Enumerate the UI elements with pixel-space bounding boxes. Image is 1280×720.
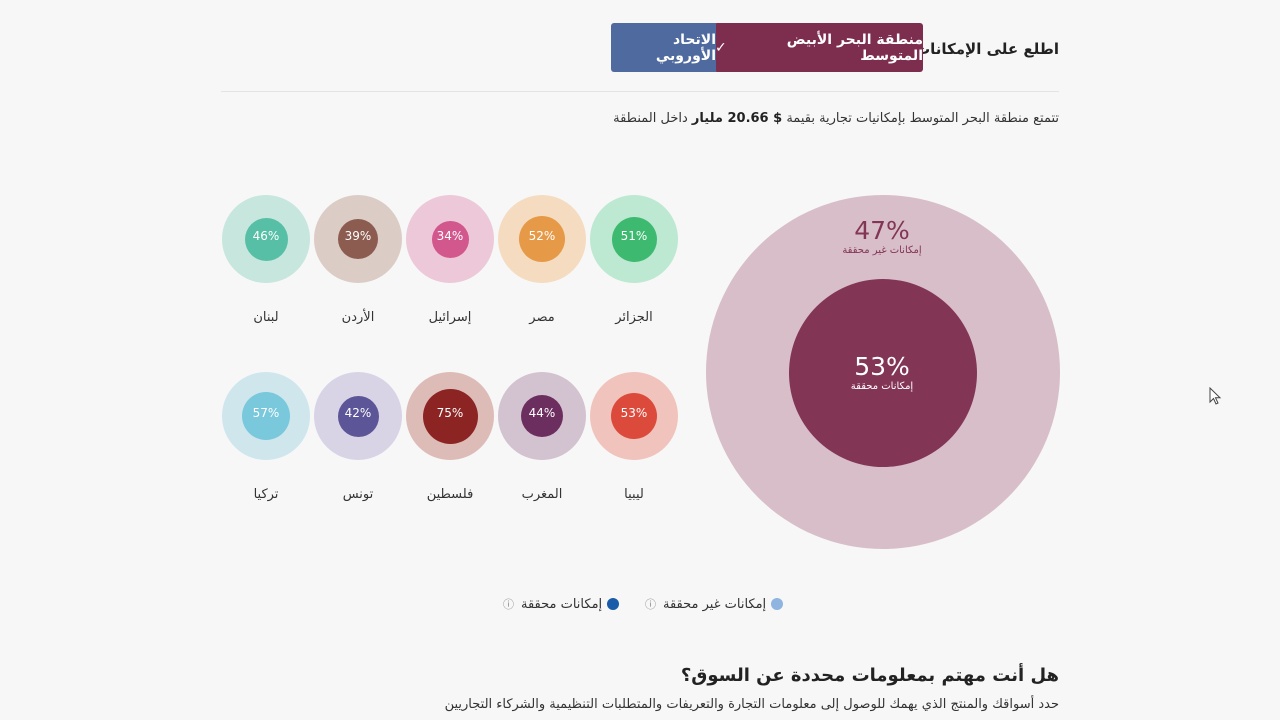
summary-value: $ 20.66 مليار [691, 111, 783, 126]
legend-dot-realized [607, 598, 620, 610]
country-item-turkey[interactable]: 57% تركيا [220, 372, 312, 512]
country-name: مصر [529, 310, 555, 325]
country-percent: 52% [528, 229, 556, 243]
legend-item-realized[interactable]: إمكانات محققة ⓘ [503, 595, 623, 613]
country-name: لبنان [253, 310, 279, 325]
country-inner-circle [242, 392, 290, 440]
country-inner-circle [519, 216, 565, 262]
country-name: فلسطين [426, 487, 474, 502]
unrealized-label: إمكانات غير محققة [842, 245, 922, 256]
country-item-algeria[interactable]: 51% الجزائر [588, 195, 680, 335]
country-inner-circle [431, 220, 469, 258]
country-inner-circle [337, 395, 379, 437]
country-item-palestine[interactable]: 75% فلسطين [404, 372, 496, 512]
country-name: ليبيا [624, 487, 644, 502]
country-item-lebanon[interactable]: 46% لبنان [220, 195, 312, 335]
country-inner-circle [338, 219, 378, 259]
realized-label: إمكانات محققة [850, 381, 914, 392]
country-percent: 75% [436, 406, 464, 420]
country-inner-circle [611, 393, 657, 439]
mouse-cursor-icon [1209, 387, 1222, 405]
mediterranean-region-button[interactable]: منطقة البحر الأبيض المتوسط ✓ [715, 23, 923, 72]
country-name: تركيا [253, 487, 279, 502]
country-percent: 53% [620, 406, 648, 420]
country-percent: 51% [620, 229, 648, 243]
country-item-morocco[interactable]: 44% المغرب [496, 372, 588, 512]
mediterranean-button-label: منطقة البحر الأبيض المتوسط [786, 31, 923, 64]
country-item-tunisia[interactable]: 42% تونس [312, 372, 404, 512]
country-inner-circle [521, 395, 563, 437]
market-info-heading: هل أنت مهتم بمعلومات محددة عن السوق؟ [680, 665, 1059, 686]
eu-button-label: الاتحاد الأوروبي [655, 31, 716, 64]
country-name: المغرب [521, 487, 563, 502]
legend-label-unrealized: إمكانات غير محققة [663, 596, 767, 612]
country-item-egypt[interactable]: 52% مصر [496, 195, 588, 335]
country-item-jordan[interactable]: 39% الأردن [312, 195, 404, 335]
country-inner-circle [611, 216, 657, 262]
potential-summary: تتمتع منطقة البحر المتوسط بإمكانيات تجار… [0, 111, 1059, 126]
country-percent: 44% [528, 406, 556, 420]
summary-suffix: داخل المنطقة [613, 111, 688, 126]
unrealized-percent: 47% [854, 216, 910, 245]
country-percent: 46% [252, 229, 280, 243]
country-percent: 42% [344, 406, 372, 420]
country-inner-circle [244, 217, 288, 261]
legend-item-unrealized[interactable]: إمكانات غير محققة ⓘ [645, 595, 790, 613]
legend-dot-unrealized [771, 598, 784, 610]
country-percent: 39% [344, 229, 372, 243]
divider [221, 91, 1059, 92]
country-name: تونس [342, 487, 374, 502]
realized-percent: 53% [854, 352, 910, 381]
country-inner-circle [422, 388, 478, 444]
summary-prefix: تتمتع منطقة البحر المتوسط بإمكانيات تجار… [786, 111, 1059, 126]
country-item-israel[interactable]: 34% إسرائيل [404, 195, 496, 335]
region-selector-label: اطلع على الإمكانات في [884, 40, 1059, 58]
european-union-button[interactable]: الاتحاد الأوروبي [611, 23, 716, 72]
realized-potential-circle [789, 279, 977, 467]
info-icon[interactable]: ⓘ [645, 598, 656, 611]
country-item-libya[interactable]: 53% ليبيا [588, 372, 680, 512]
country-name: الأردن [341, 310, 375, 325]
country-percent: 34% [436, 229, 464, 243]
info-icon[interactable]: ⓘ [503, 598, 514, 611]
market-info-description: حدد أسواقك والمنتج الذي يهمك للوصول إلى … [444, 697, 1059, 712]
country-percent: 57% [252, 406, 280, 420]
legend-label-realized: إمكانات محققة [521, 596, 603, 612]
country-name: إسرائيل [428, 310, 472, 325]
check-icon: ✓ [715, 39, 727, 56]
country-name: الجزائر [615, 310, 653, 325]
